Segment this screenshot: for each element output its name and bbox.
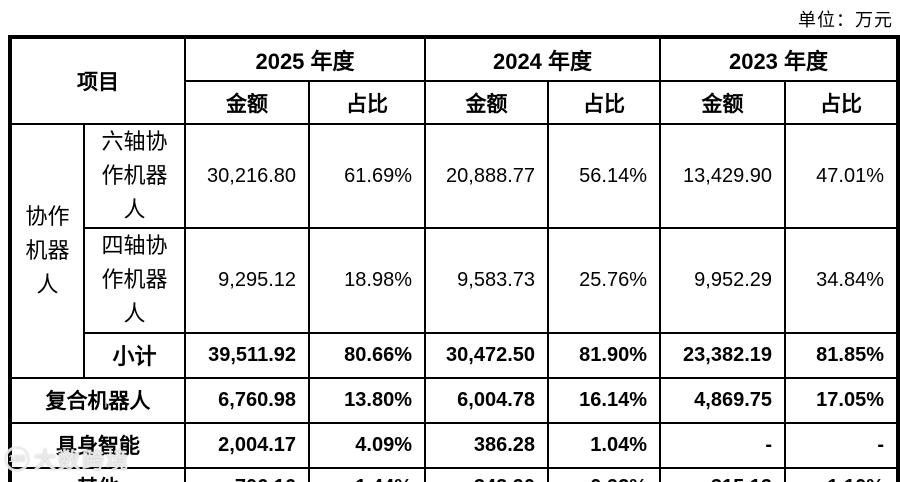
row-label-subtotal: 小计	[83, 331, 186, 379]
cell-amount-2025: 706.16	[184, 466, 310, 482]
table-row-six-axis: 协作机器人 六轴协作机器人 30,216.80 61.69% 20,888.77…	[9, 122, 899, 379]
group-label-collaborative-robot: 协作机器人	[9, 123, 85, 379]
cell-amount-2024: 9,583.73	[424, 227, 549, 334]
cell-ratio-2025: 18.98%	[308, 227, 426, 334]
year-header-2024: 2024 年度	[424, 36, 661, 82]
cell-amount-2024: 30,472.50	[424, 331, 549, 379]
cell-ratio-2023: 47.01%	[784, 122, 899, 230]
table-row-subtotal: 小计 39,511.92 80.66% 30,472.50 81.90% 23,…	[10, 331, 899, 379]
cell-amount-2023: 315.12	[659, 466, 786, 482]
table-row-embodied-ai: 具身智能 2,004.17 4.09% 386.28 1.04% - -	[9, 421, 899, 469]
row-label-four-axis: 四轴协作机器人	[83, 227, 186, 334]
cell-ratio-2025: 1.44%	[308, 466, 426, 482]
cell-ratio-2025: 80.66%	[308, 331, 426, 379]
row-label-composite-robot: 复合机器人	[9, 376, 186, 424]
cell-ratio-2024: 56.14%	[547, 122, 661, 230]
cell-amount-2025: 6,760.98	[184, 376, 310, 424]
cell-amount-2024: 20,888.77	[424, 122, 549, 230]
amount-header-2024: 金额	[424, 80, 549, 125]
header-row-subcolumns: 金额 占比 金额 占比 金额 占比	[10, 80, 899, 125]
header-row-years: 项目 2025 年度 2024 年度 2023 年度	[9, 36, 899, 125]
cell-amount-2025: 30,216.80	[184, 122, 310, 230]
item-header-cell: 项目	[9, 36, 186, 125]
cell-amount-2023: 13,429.90	[659, 122, 786, 230]
year-header-2025: 2025 年度	[184, 36, 426, 82]
table-row-four-axis: 四轴协作机器人 9,295.12 18.98% 9,583.73 25.76% …	[10, 227, 899, 334]
cell-ratio-2024: 16.14%	[547, 376, 661, 424]
row-label-embodied-ai: 具身智能	[9, 421, 186, 469]
cell-ratio-2023: 1.10%	[784, 466, 899, 482]
cell-ratio-2025: 61.69%	[308, 122, 426, 230]
cell-ratio-2024: 81.90%	[547, 331, 661, 379]
cell-amount-2025: 39,511.92	[184, 331, 310, 379]
cell-ratio-2023: -	[784, 421, 899, 469]
cell-amount-2023: 9,952.29	[659, 227, 786, 334]
cell-ratio-2023: 17.05%	[784, 376, 899, 424]
row-label-six-axis: 六轴协作机器人	[83, 122, 186, 230]
year-header-2023: 2023 年度	[659, 36, 899, 82]
table-row-other: 其他 706.16 1.44% 343.90 0.92% 315.12 1.10…	[9, 466, 899, 482]
cell-ratio-2024: 25.76%	[547, 227, 661, 334]
row-label-other: 其他	[9, 466, 186, 482]
amount-header-2023: 金额	[659, 80, 786, 125]
table-row-composite-robot: 复合机器人 6,760.98 13.80% 6,004.78 16.14% 4,…	[9, 376, 899, 424]
cell-ratio-2025: 4.09%	[308, 421, 426, 469]
cell-ratio-2023: 81.85%	[784, 331, 899, 379]
ratio-header-2024: 占比	[547, 80, 661, 125]
revenue-breakdown-table: 项目 2025 年度 2024 年度 2023 年度 金额 占比 金额 占比 金…	[8, 35, 900, 482]
cell-amount-2025: 2,004.17	[184, 421, 310, 469]
cell-amount-2023: 4,869.75	[659, 376, 786, 424]
ratio-header-2025: 占比	[308, 80, 426, 125]
cell-amount-2023: 23,382.19	[659, 331, 786, 379]
cell-amount-2024: 343.90	[424, 466, 549, 482]
cell-amount-2025: 9,295.12	[184, 227, 310, 334]
cell-amount-2024: 6,004.78	[424, 376, 549, 424]
amount-header-2025: 金额	[184, 80, 310, 125]
cell-ratio-2025: 13.80%	[308, 376, 426, 424]
unit-label: 单位：万元	[798, 10, 893, 30]
ratio-header-2023: 占比	[784, 80, 899, 125]
cell-ratio-2024: 1.04%	[547, 421, 661, 469]
cell-amount-2023: -	[659, 421, 786, 469]
cell-ratio-2023: 34.84%	[784, 227, 899, 334]
cell-amount-2024: 386.28	[424, 421, 549, 469]
cell-ratio-2024: 0.92%	[547, 466, 661, 482]
